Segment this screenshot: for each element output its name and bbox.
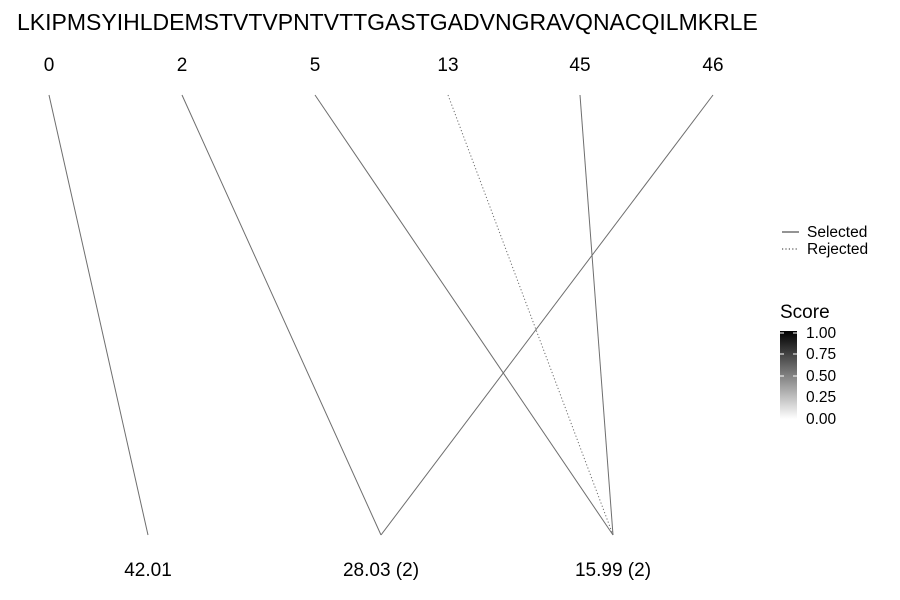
position-label: 2 (177, 55, 188, 76)
edges-layer (48, 94, 714, 536)
peptide-sequence: LKIPMSYIHLDEMSTVTVPNTVTTGASTGADVNGRAVQNA… (17, 9, 758, 35)
selected-legend-label: Selected (807, 224, 867, 241)
score-tick-label: 0.50 (806, 368, 837, 385)
score-tick-label: 0.00 (806, 411, 837, 428)
position-label: 5 (310, 55, 321, 76)
mass-labels: 42.01 28.03 (2) 15.99 (2) (124, 560, 651, 581)
score-tick-label: 1.00 (806, 325, 837, 342)
mass-label: 28.03 (2) (343, 560, 419, 581)
score-legend: Score 1.00 0.75 0.50 0.25 0.00 (780, 302, 837, 428)
score-colorbar (780, 331, 797, 419)
mass-label: 42.01 (124, 560, 172, 581)
score-legend-title: Score (780, 302, 830, 323)
score-tick-label: 0.25 (806, 389, 836, 406)
position-label: 46 (702, 55, 723, 76)
position-label: 45 (569, 55, 590, 76)
position-label: 13 (437, 55, 458, 76)
edge-selected (181, 94, 382, 536)
edge-selected (579, 94, 614, 536)
edge-selected (314, 94, 614, 536)
edge-selected (380, 94, 714, 536)
rejected-legend-label: Rejected (807, 241, 868, 258)
score-tick-label: 0.75 (806, 346, 836, 363)
position-label: 0 (44, 55, 55, 76)
edge-rejected (447, 94, 614, 536)
edge-selected (48, 94, 149, 536)
linetype-legend: Selected Rejected (782, 224, 868, 258)
position-labels: 0 2 5 13 45 46 (44, 55, 724, 76)
mass-label: 15.99 (2) (575, 560, 651, 581)
